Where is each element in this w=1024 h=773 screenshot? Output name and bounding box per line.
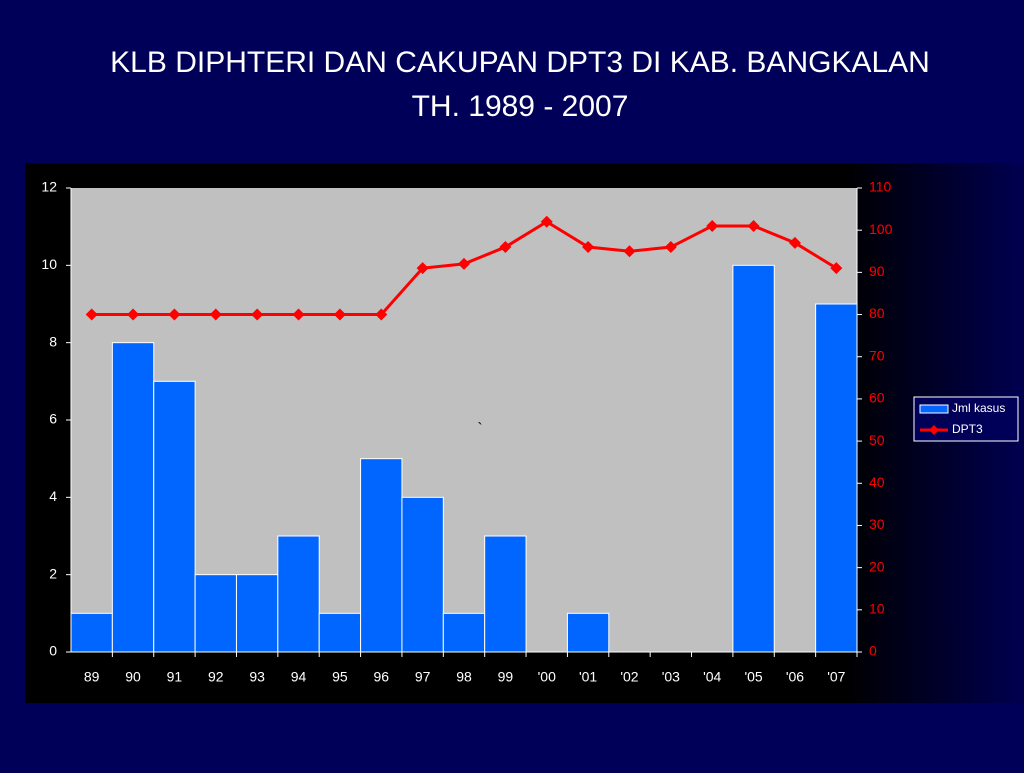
legend-swatch xyxy=(919,404,949,414)
x-tick-label: 92 xyxy=(208,669,224,685)
y-tick-label: 12 xyxy=(41,179,57,195)
x-tick-label: 90 xyxy=(125,669,141,685)
chart-title: KLB DIPHTERI DAN CAKUPAN DPT3 DI KAB. BA… xyxy=(110,46,930,79)
marker xyxy=(664,241,677,254)
bar xyxy=(153,380,196,653)
marker xyxy=(333,308,346,321)
y-tick-label: 4 xyxy=(49,488,57,504)
marker xyxy=(582,241,595,254)
marker xyxy=(747,219,760,232)
bar xyxy=(442,612,486,653)
legend-swatch xyxy=(929,425,939,435)
x-tick-label: '05 xyxy=(744,669,762,685)
x-tick-label: 97 xyxy=(415,669,431,685)
x-tick-label: '04 xyxy=(703,669,721,685)
bar xyxy=(318,612,362,653)
marker xyxy=(540,215,553,228)
bar xyxy=(360,458,403,653)
x-tick-label: 91 xyxy=(167,669,183,685)
y-tick-label: 6 xyxy=(49,411,57,427)
bar xyxy=(194,574,237,653)
bar xyxy=(235,574,279,653)
y2-tick-label: 20 xyxy=(869,558,885,574)
x-tick-label: 99 xyxy=(498,669,514,685)
y-tick-label: 10 xyxy=(41,256,57,272)
y2-tick-label: 10 xyxy=(869,601,885,617)
y2-tick-label: 50 xyxy=(869,432,885,448)
y-tick-label: 8 xyxy=(49,333,57,349)
bar xyxy=(401,496,444,653)
marker xyxy=(168,308,181,321)
legend-label: Jml kasus xyxy=(952,401,1005,415)
x-tick-label: 93 xyxy=(249,669,265,685)
y2-tick-label: 60 xyxy=(869,390,885,406)
marker xyxy=(292,308,305,321)
y2-tick-label: 110 xyxy=(869,179,892,195)
legend-label: DPT3 xyxy=(952,422,983,436)
x-tick-label: '00 xyxy=(538,669,556,685)
x-tick-label: '03 xyxy=(662,669,680,685)
marker xyxy=(416,262,429,275)
y2-tick-label: 70 xyxy=(869,347,885,363)
marker xyxy=(706,219,719,232)
y2-tick-label: 100 xyxy=(869,221,893,237)
x-tick-label: 89 xyxy=(84,669,100,685)
marker xyxy=(251,308,264,321)
bar xyxy=(111,342,155,653)
marker xyxy=(623,245,636,258)
marker xyxy=(788,236,801,249)
legend-box xyxy=(913,396,1019,442)
x-tick-label: '07 xyxy=(827,669,845,685)
marker xyxy=(830,262,843,275)
marker xyxy=(499,241,512,254)
chart-title: TH. 1989 - 2007 xyxy=(412,90,629,123)
marker xyxy=(375,308,388,321)
y2-tick-label: 90 xyxy=(869,263,885,279)
y2-tick-label: 40 xyxy=(869,474,885,490)
y2-tick-label: 30 xyxy=(869,516,885,532)
x-tick-label: '01 xyxy=(579,669,597,685)
bar xyxy=(484,535,527,653)
marker xyxy=(458,257,470,270)
bar xyxy=(815,303,858,653)
x-tick-label: '02 xyxy=(620,669,638,685)
marker xyxy=(85,308,98,321)
bar xyxy=(277,535,320,653)
bar xyxy=(732,264,775,653)
y2-tick-label: 80 xyxy=(869,305,885,321)
x-tick-label: 98 xyxy=(456,669,472,685)
bar xyxy=(70,612,113,653)
x-tick-label: 95 xyxy=(332,669,348,685)
x-tick-label: '06 xyxy=(786,669,804,685)
bar xyxy=(566,612,610,653)
annotation: ` xyxy=(477,421,482,438)
x-tick-label: 94 xyxy=(291,669,307,685)
marker xyxy=(127,308,140,321)
y2-tick-label: 0 xyxy=(869,643,877,659)
marker xyxy=(209,308,222,321)
y-tick-label: 2 xyxy=(49,565,57,581)
y-tick-label: 0 xyxy=(49,643,57,659)
x-tick-label: 96 xyxy=(373,669,389,685)
